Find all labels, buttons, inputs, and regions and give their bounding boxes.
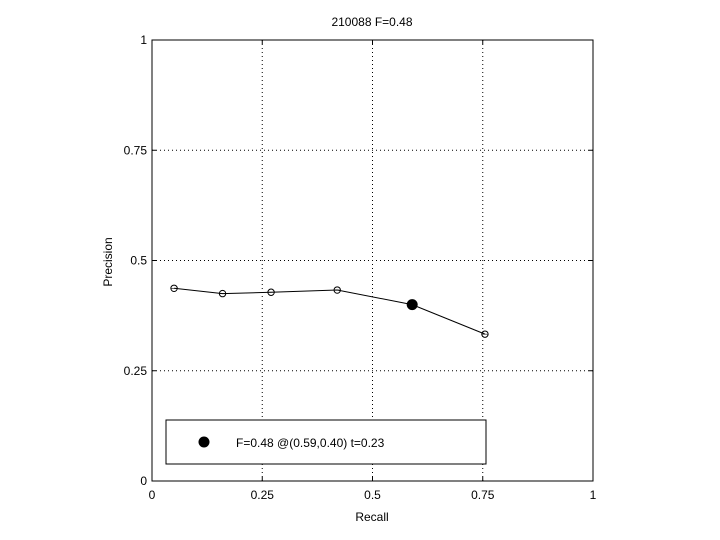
legend-marker	[198, 436, 210, 448]
series-group	[170, 284, 489, 338]
y-tick-label: 1	[140, 33, 147, 47]
x-tick-label: 0.5	[364, 488, 381, 502]
axis-ticks: 0 0.25 0.5 0.75 1 0 0.25 0.5 0.75 1	[124, 33, 597, 502]
x-tick-label: 1	[590, 488, 597, 502]
y-tick-label: 0.5	[130, 254, 147, 268]
y-tick-label: 0.75	[124, 143, 148, 157]
y-axis-label: Precision	[101, 237, 115, 286]
x-tick-label: 0.25	[251, 488, 275, 502]
legend: F=0.48 @(0.59,0.40) t=0.23	[165, 419, 487, 465]
x-tick-label: 0	[149, 488, 156, 502]
legend-box	[165, 419, 487, 465]
grid	[152, 40, 593, 481]
y-tick-label: 0	[140, 474, 147, 488]
legend-label: F=0.48 @(0.59,0.40) t=0.23	[236, 436, 385, 450]
y-tick-label: 0.25	[124, 364, 148, 378]
series-line	[174, 287, 486, 335]
chart-title: 210088 F=0.48	[331, 15, 412, 29]
x-axis-label: Recall	[355, 510, 388, 524]
best-f-point	[406, 299, 418, 311]
x-tick-label: 0.75	[471, 488, 495, 502]
